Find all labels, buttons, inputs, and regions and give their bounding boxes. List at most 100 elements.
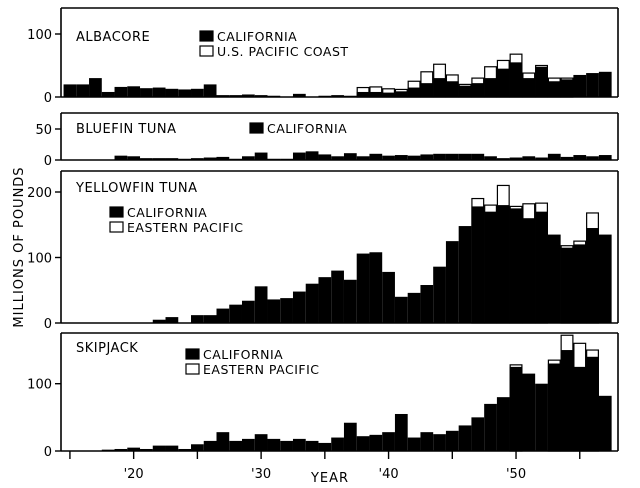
- bar-california: [254, 95, 268, 97]
- bar-california: [216, 308, 230, 323]
- bar-california: [165, 445, 179, 451]
- panel-title: ALBACORE: [76, 30, 150, 45]
- bar-california: [407, 87, 421, 97]
- bar-california: [547, 234, 561, 323]
- bar-california: [535, 383, 548, 451]
- y-tick-label: 0: [44, 317, 52, 332]
- bar-california: [216, 432, 230, 451]
- bar-california: [471, 153, 485, 160]
- bar-california: [560, 247, 574, 323]
- bar-california: [573, 366, 587, 451]
- bar-california: [216, 95, 230, 97]
- bar-california: [305, 151, 319, 160]
- bar-california: [216, 156, 230, 160]
- bar-california: [407, 155, 421, 160]
- bar-california: [496, 205, 510, 323]
- bar-california: [331, 95, 344, 97]
- bar-california: [420, 83, 434, 97]
- bar-california: [509, 62, 523, 97]
- bar-california: [586, 156, 599, 160]
- y-tick-label: 100: [27, 28, 52, 43]
- bar-california: [445, 430, 459, 451]
- bar-california: [382, 432, 395, 451]
- legend-label: CALIFORNIA: [217, 29, 297, 44]
- bar-california: [356, 253, 370, 323]
- bar-california: [522, 373, 536, 451]
- bar-california: [165, 317, 179, 323]
- bar-california: [547, 363, 561, 451]
- bar-california: [178, 448, 192, 451]
- y-tick-label: 100: [27, 378, 52, 393]
- bar-california: [484, 211, 497, 323]
- bar-california: [203, 440, 217, 451]
- bar-california: [254, 152, 268, 160]
- bar-california: [114, 448, 128, 451]
- bar-california: [509, 208, 523, 323]
- bar-california: [191, 315, 204, 323]
- bar-california: [191, 158, 204, 160]
- bar-california: [598, 71, 612, 97]
- bar-california: [152, 445, 166, 451]
- bar-california: [305, 283, 319, 323]
- bar-california: [241, 300, 255, 323]
- bar-california: [241, 156, 255, 160]
- bar-california: [241, 94, 255, 97]
- bar-california: [229, 440, 242, 451]
- bar-california: [318, 277, 332, 323]
- bar-california: [152, 319, 166, 323]
- bar-california: [509, 366, 523, 451]
- panel-title: SKIPJACK: [76, 341, 138, 356]
- bar-california: [484, 78, 497, 97]
- bar-california: [484, 156, 497, 160]
- bar-california: [331, 270, 344, 323]
- bar-california: [356, 156, 370, 160]
- bar-california: [382, 155, 395, 160]
- bar-california: [114, 155, 128, 160]
- bar-california: [420, 154, 434, 160]
- y-tick-label: 100: [27, 252, 52, 267]
- legend-label: CALIFORNIA: [203, 347, 283, 362]
- legend-label: EASTERN PACIFIC: [127, 220, 244, 235]
- bar-california: [356, 436, 370, 451]
- bar-california: [535, 157, 548, 160]
- bar-california: [458, 425, 472, 451]
- x-tick-label: '50: [506, 467, 526, 482]
- bar-california: [407, 292, 421, 323]
- bar-california: [292, 93, 306, 97]
- bar-california: [496, 397, 510, 451]
- x-tick-label: '20: [124, 467, 144, 482]
- bar-california: [101, 91, 115, 97]
- bar-california: [203, 157, 217, 160]
- x-axis: '20 '30 '40 '50: [69, 451, 581, 482]
- legend-label: U.S. PACIFIC COAST: [217, 44, 349, 59]
- bar-california: [305, 440, 319, 451]
- bar-california: [598, 234, 612, 323]
- bar-california: [89, 78, 102, 97]
- bar-california: [280, 440, 293, 451]
- y-tick-label: 0: [44, 154, 52, 169]
- bar-california: [292, 291, 306, 323]
- bar-california: [63, 84, 77, 97]
- bar-california: [165, 158, 179, 160]
- y-tick-label: 50: [35, 123, 52, 138]
- bar-california: [394, 413, 408, 451]
- bar-california: [445, 81, 459, 97]
- bar-california: [127, 447, 141, 451]
- bar-california: [369, 91, 383, 97]
- x-axis-title: YEAR: [310, 471, 349, 486]
- bar-california: [318, 154, 332, 160]
- bar-california: [535, 211, 548, 323]
- bar-california: [127, 156, 141, 160]
- bar-california: [292, 152, 306, 160]
- panel-title: YELLOWFIN TUNA: [75, 181, 198, 196]
- bar-california: [394, 91, 408, 97]
- bar-california: [343, 279, 357, 323]
- bar-california: [140, 158, 153, 160]
- bar-california: [560, 350, 574, 451]
- bar-california: [229, 95, 242, 97]
- bar-california: [280, 298, 293, 323]
- bar-california: [254, 286, 268, 323]
